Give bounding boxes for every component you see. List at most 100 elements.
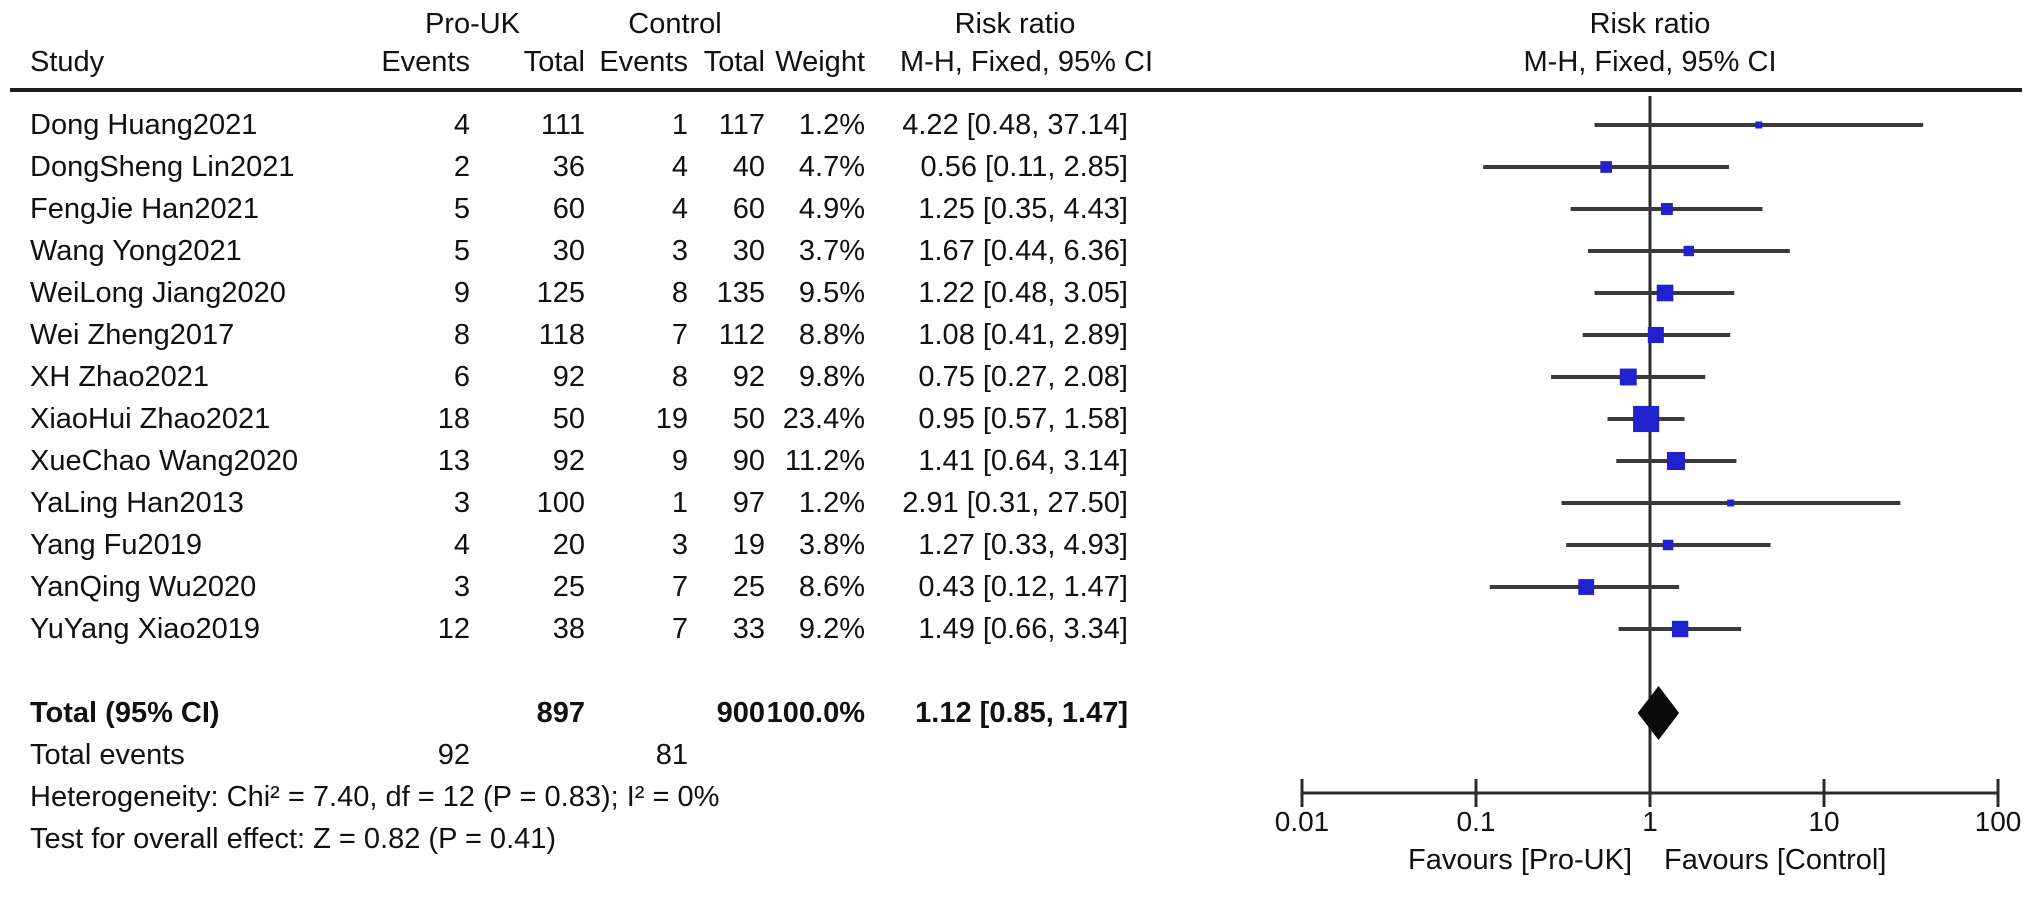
exp-events-cell: 3: [453, 487, 470, 519]
exp-events-cell: 13: [437, 445, 470, 477]
ci-method-column-header: M-H, Fixed, 95% CI: [900, 46, 1153, 78]
study-name-cell: WeiLong Jiang2020: [30, 277, 286, 309]
exp-total-cell: 38: [552, 613, 585, 645]
group2-events-header: Events: [599, 46, 688, 78]
total-events-ctrl: 81: [655, 739, 688, 771]
ci-text-cell: 0.43 [0.12, 1.47]: [918, 571, 1128, 603]
ctrl-total-cell: 25: [732, 571, 765, 603]
exp-total-cell: 92: [552, 361, 585, 393]
ctrl-events-cell: 19: [655, 403, 688, 435]
exp-total-cell: 60: [552, 193, 585, 225]
ctrl-total-cell: 112: [718, 319, 765, 351]
study-name-cell: DongSheng Lin2021: [30, 151, 295, 183]
heterogeneity-text: Heterogeneity: Chi² = 7.40, df = 12 (P =…: [30, 781, 720, 813]
study-name-cell: Dong Huang2021: [30, 109, 258, 141]
exp-total-cell: 50: [552, 403, 585, 435]
exp-events-cell: 4: [453, 529, 470, 561]
total-label: Total (95% CI): [30, 697, 220, 729]
effect-square: [1660, 203, 1673, 215]
ctrl-total-cell: 92: [732, 361, 765, 393]
effect-square: [1683, 245, 1694, 257]
exp-total-cell: 111: [540, 109, 585, 141]
ctrl-total-cell: 60: [732, 193, 765, 225]
study-row: FengJie Han2021 5 60 4 60 4.9% 1.25 [0.35, 4.4…: [0, 188, 1128, 230]
study-row: XH Zhao2021 6 92 8 92 9.8% 0.75 [0.27, 2.08]: [0, 356, 1128, 398]
exp-events-cell: 3: [453, 571, 470, 603]
group2-header: Control: [628, 8, 722, 40]
total-row: Total (95% CI) 897 900 100.0% 1.12 [0.85…: [0, 692, 1158, 734]
ctrl-events-cell: 3: [671, 529, 688, 561]
total-events-exp: 92: [437, 739, 470, 771]
exp-events-cell: 5: [453, 235, 470, 267]
ci-text-cell: 1.22 [0.48, 3.05]: [918, 277, 1128, 309]
study-name-cell: Wei Zheng2017: [30, 319, 235, 351]
ctrl-events-cell: 7: [671, 319, 688, 351]
study-row: XiaoHui Zhao2021 18 50 19 50 23.4% 0.95 [0.57,…: [0, 398, 1128, 440]
group1-header: Pro-UK: [424, 8, 521, 40]
ci-text-cell: 1.27 [0.33, 4.93]: [918, 529, 1128, 561]
exp-total-cell: 118: [538, 319, 585, 351]
effect-square: [1755, 121, 1763, 129]
pooled-diamond: [1637, 686, 1680, 740]
ci-text-cell: 0.75 [0.27, 2.08]: [918, 361, 1128, 393]
ctrl-total-cell: 50: [732, 403, 765, 435]
weight-cell: 1.2%: [798, 487, 865, 519]
effect-square: [1662, 539, 1674, 551]
group1-events-header: Events: [381, 46, 470, 78]
ctrl-total-cell: 117: [718, 109, 765, 141]
study-row: XueChao Wang2020 13 92 9 90 11.2% 1.41 [0.64, …: [0, 440, 1128, 482]
study-name-cell: YuYang Xiao2019: [30, 613, 261, 645]
exp-events-cell: 6: [453, 361, 470, 393]
study-row: Yang Fu2019 4 20 3 19 3.8% 1.27 [0.33, 4.93]: [0, 524, 1128, 566]
weight-cell: 4.7%: [798, 151, 865, 183]
ci-method-plot-header: M-H, Fixed, 95% CI: [1523, 46, 1777, 78]
weight-cell: 8.6%: [798, 571, 865, 603]
ctrl-total-cell: 97: [732, 487, 765, 519]
study-row: Wei Zheng2017 8 118 7 112 8.8% 1.08 [0.41, 2.8…: [0, 314, 1128, 356]
weight-cell: 23.4%: [782, 403, 865, 435]
exp-events-cell: 12: [437, 613, 470, 645]
axis-tick-label: 0.1: [1456, 806, 1496, 837]
effect-square: [1666, 451, 1686, 471]
effect-square: [1619, 368, 1637, 386]
study-row: Dong Huang2021 4 111 1 117 1.2% 4.22 [0.48, 37…: [0, 104, 1128, 146]
weight-cell: 3.7%: [798, 235, 865, 267]
ci-text-cell: 1.08 [0.41, 2.89]: [918, 319, 1128, 351]
study-name-cell: XueChao Wang2020: [30, 445, 299, 477]
ctrl-events-cell: 1: [671, 487, 688, 519]
group2-total-header: Total: [703, 46, 765, 78]
ctrl-events-cell: 7: [671, 613, 688, 645]
weight-cell: 11.2%: [784, 445, 865, 477]
study-name-cell: Wang Yong2021: [30, 235, 242, 267]
group1-total-header: Total: [523, 46, 585, 78]
effect-square: [1578, 579, 1595, 595]
favours-right-label: Favours [Control]: [1664, 844, 1887, 876]
exp-total-cell: 100: [536, 487, 585, 519]
ctrl-events-cell: 3: [671, 235, 688, 267]
favours-left-label: Favours [Pro-UK]: [1408, 844, 1632, 876]
study-row: YuYang Xiao2019 12 38 7 33 9.2% 1.49 [0.66, 3.…: [0, 608, 1128, 650]
exp-total-cell: 20: [552, 529, 585, 561]
study-row: DongSheng Lin2021 2 36 4 40 4.7% 0.56 [0.11, 2…: [0, 146, 1128, 188]
ci-text-cell: 1.49 [0.66, 3.34]: [918, 613, 1128, 645]
exp-total-cell: 36: [552, 151, 585, 183]
weight-cell: 9.8%: [798, 361, 865, 393]
study-row: YanQing Wu2020 3 25 7 25 8.6% 0.43 [0.12, 1.47…: [0, 566, 1128, 608]
ci-text-cell: 2.91 [0.31, 27.50]: [902, 487, 1128, 519]
ctrl-total-cell: 40: [732, 151, 765, 183]
weight-cell: 1.2%: [798, 109, 865, 141]
axis-tick-label: 10: [1808, 806, 1840, 837]
effect-square: [1600, 161, 1613, 173]
risk-ratio-column-title: Risk ratio: [954, 8, 1076, 40]
study-row: YaLing Han2013 3 100 1 97 1.2% 2.91 [0.31, 27.…: [0, 482, 1128, 524]
ctrl-total-cell: 19: [732, 529, 765, 561]
total-ctrl-n: 900: [716, 697, 765, 729]
axis-tick-label: 1: [1642, 806, 1658, 837]
axis-tick-label: 0.01: [1274, 806, 1330, 837]
exp-events-cell: 5: [453, 193, 470, 225]
study-name-cell: YaLing Han2013: [30, 487, 244, 519]
study-row: Wang Yong2021 5 30 3 30 3.7% 1.67 [0.44, 6.36]: [0, 230, 1128, 272]
ctrl-total-cell: 33: [732, 613, 765, 645]
exp-total-cell: 30: [552, 235, 585, 267]
